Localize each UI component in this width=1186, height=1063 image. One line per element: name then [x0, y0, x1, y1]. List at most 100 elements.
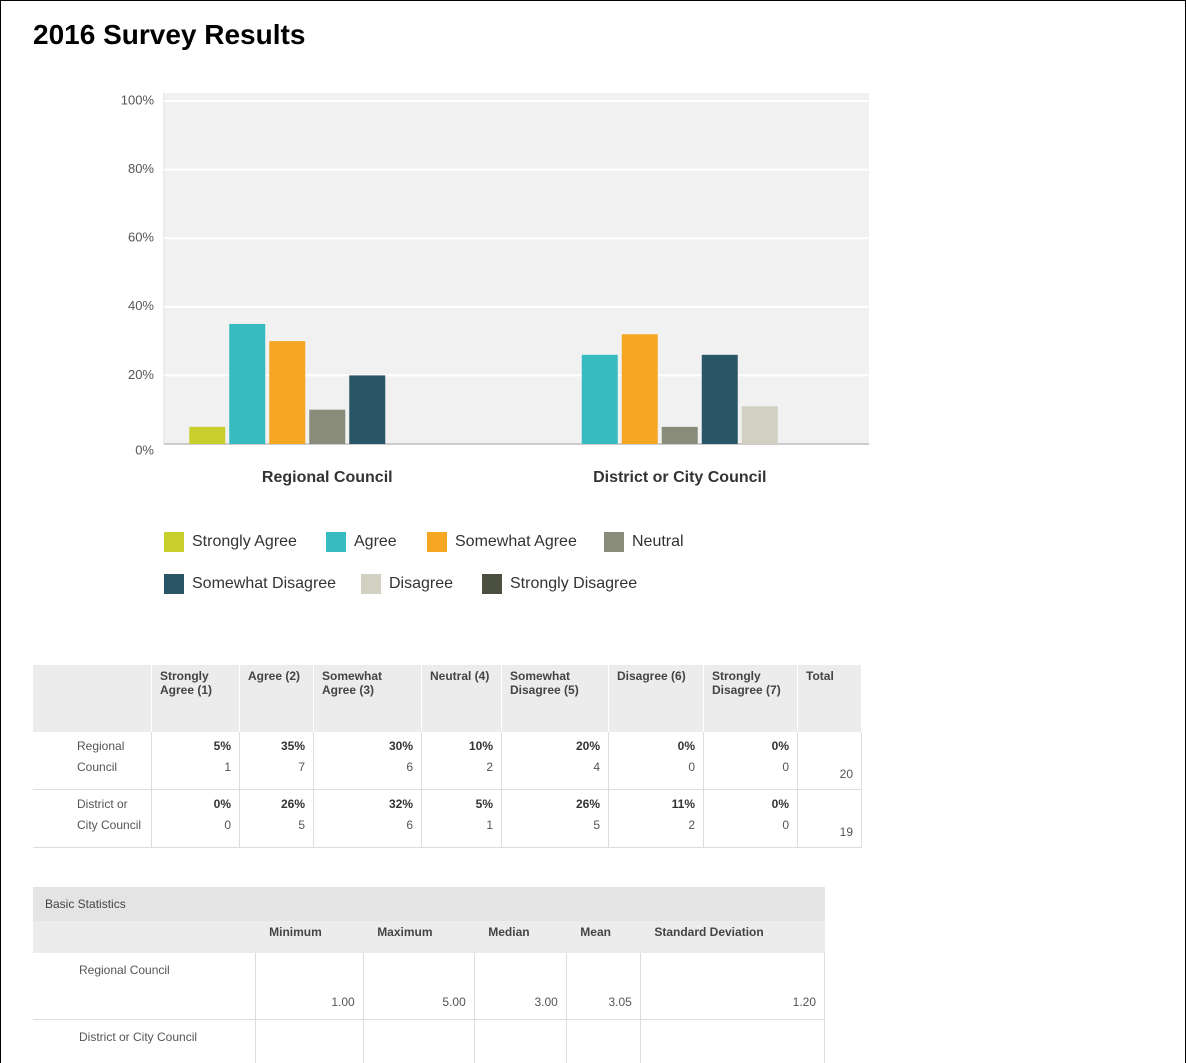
data-cell: 11% 2: [608, 789, 704, 848]
data-cell: 0% 0: [608, 732, 704, 790]
bar: [229, 323, 266, 444]
bar: [741, 406, 778, 444]
header-cell: Agree (2): [239, 665, 314, 732]
count: 4: [593, 760, 600, 774]
data-cell: 1.00: [255, 953, 364, 1020]
data-cell: 6.00: [363, 1019, 475, 1063]
count: 0: [224, 818, 231, 832]
header-cell: Total: [797, 665, 862, 732]
chart: 0% 20% 40% 60% 80% 100% Regional Council Distri…: [121, 92, 869, 594]
data-cell: 26% 5: [501, 789, 609, 848]
data-cell: 3.63: [566, 1019, 641, 1063]
count: 0: [782, 760, 789, 774]
total-cell: 20: [797, 732, 862, 790]
bar: [309, 409, 346, 444]
percent: 35%: [280, 739, 305, 753]
data-cell: 0% 0: [703, 732, 798, 790]
x-tick-label: District or City Council: [593, 469, 766, 486]
data-cell: 30% 6: [313, 732, 422, 790]
percent: 20%: [575, 739, 600, 753]
table-row: District or City Council 0% 0 26% 5 32% 6 5% 1 26…: [33, 789, 862, 848]
legend-label: Strongly Agree: [192, 533, 297, 550]
data-cell: 20% 4: [501, 732, 609, 790]
header-cell: Disagree (6): [608, 665, 704, 732]
data-cell: 35% 7: [239, 732, 314, 790]
y-tick-label: 40%: [128, 298, 154, 313]
legend-swatch: [361, 574, 381, 594]
bar: [269, 341, 306, 444]
percent: 0%: [677, 739, 695, 753]
percent: 26%: [575, 797, 600, 811]
percent: 11%: [671, 797, 695, 811]
data-cell: 5.00: [363, 953, 475, 1020]
stats-caption: Basic Statistics: [33, 887, 825, 921]
results-table: Strongly Agree (1) Agree (2) Somewhat Agre…: [33, 665, 862, 848]
percent: 0%: [771, 797, 789, 811]
percent: 0%: [771, 739, 789, 753]
legend-swatch: [164, 574, 184, 594]
header-cell: Maximum: [363, 921, 475, 953]
bar: [621, 334, 658, 444]
legend-label: Agree: [354, 533, 397, 550]
count: 6: [406, 760, 413, 774]
percent: 10%: [468, 739, 493, 753]
bar: [189, 426, 226, 444]
percent: 5%: [213, 739, 231, 753]
table-row: Regional Council 5% 1 35% 7 30% 6 10% 2 20% 4 0% 0 0%…: [33, 732, 862, 790]
percent: 5%: [475, 797, 493, 811]
header-cell: Mean: [566, 921, 641, 953]
header-cell: [33, 921, 256, 953]
data-cell: 2.00: [255, 1019, 364, 1063]
header-cell: Somewhat Disagree (5): [501, 665, 609, 732]
legend-swatch: [164, 532, 184, 552]
count: 2: [688, 818, 695, 832]
legend-swatch: [604, 532, 624, 552]
bar: [661, 426, 698, 444]
legend-swatch: [427, 532, 447, 552]
row-label: Regional Council: [33, 732, 152, 790]
y-tick-label: 100%: [121, 92, 155, 107]
bar: [701, 354, 738, 444]
data-cell: 5% 1: [151, 732, 240, 790]
data-cell: 5% 1: [421, 789, 502, 848]
x-tick-label: Regional Council: [262, 469, 393, 486]
data-cell: 0% 0: [703, 789, 798, 848]
page-title: 2016 Survey Results: [33, 19, 306, 50]
header-cell: Standard Deviation: [640, 921, 825, 953]
percent: 30%: [388, 739, 413, 753]
legend-swatch: [482, 574, 502, 594]
data-cell: 3.00: [474, 1019, 567, 1063]
legend-swatch: [326, 532, 346, 552]
count: 1: [486, 818, 493, 832]
row-label: Regional Council: [33, 953, 256, 1020]
percent: 0%: [213, 797, 231, 811]
legend-label: Strongly Disagree: [510, 575, 637, 592]
data-cell: 3.05: [566, 953, 641, 1020]
header-cell: Strongly Disagree (7): [703, 665, 798, 732]
data-cell: 0% 0: [151, 789, 240, 848]
y-tick-label: 80%: [128, 161, 154, 176]
data-cell: 1.20: [640, 953, 826, 1020]
data-cell: 26% 5: [239, 789, 314, 848]
count: 5: [298, 818, 305, 832]
count: 1: [224, 760, 231, 774]
header-cell: Median: [474, 921, 567, 953]
header-cell: Neutral (4): [421, 665, 502, 732]
legend-label: Somewhat Agree: [455, 533, 577, 550]
legend-label: Disagree: [389, 575, 453, 592]
percent: 32%: [388, 797, 413, 811]
count: 7: [298, 760, 305, 774]
y-tick-label: 20%: [128, 367, 154, 382]
count: 5: [593, 818, 600, 832]
row-label: District or City Council: [33, 789, 152, 848]
header-cell: Strongly Agree (1): [151, 665, 240, 732]
table-row: District or City Council2.006.003.003.63…: [33, 1019, 826, 1063]
legend-label: Neutral: [632, 533, 684, 550]
count: 0: [688, 760, 695, 774]
table-row: Regional Council 1.00 5.00 3.00 3.05 1.20: [33, 953, 826, 1020]
bar: [581, 354, 618, 444]
total-cell: 19: [797, 789, 862, 848]
data-cell: 32% 6: [313, 789, 422, 848]
header-cell: [33, 665, 152, 732]
header-cell: Minimum: [255, 921, 364, 953]
